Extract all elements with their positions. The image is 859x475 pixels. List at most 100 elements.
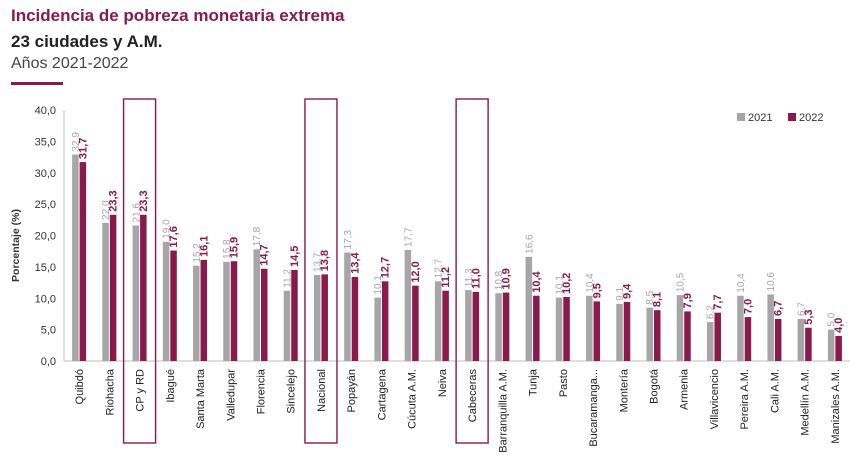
x-tick-label: Riohacha [104,368,116,415]
bar-2022 [261,268,268,361]
data-label-2021: 12,7 [434,258,445,278]
data-label-2021: 6,7 [796,302,807,316]
data-label-2022: 6,7 [773,301,785,316]
data-label-2021: 21,6 [131,203,142,223]
highlight-box [122,98,157,444]
data-label-2021: 5,0 [827,312,838,326]
bar-2021 [676,295,684,361]
bar-2022 [230,261,238,361]
bar-2021 [193,265,200,361]
bar-2021 [404,249,412,361]
data-label-2021: 15,2 [192,243,203,263]
x-tick-label: Ibagué [165,369,177,403]
bar-2022 [321,274,328,361]
x-tick-label: Florencia [256,368,268,414]
data-label-2022: 9,4 [622,283,634,299]
chart-subtitle: 23 ciudades y A.M. [11,32,163,51]
data-label-2022: 16,1 [198,236,210,257]
data-label-2022: 5,3 [803,309,815,324]
data-label-2022: 13,8 [319,250,331,271]
bar-2021 [102,222,109,361]
x-tick-label: Cali A.M. [769,369,781,413]
legend-label-2021: 2021 [748,112,772,124]
y-tick-label: 10,0 [35,293,56,305]
y-tick-label: 25,0 [35,199,56,211]
x-tick-label: Medellín A.M. [800,369,812,436]
bar-2021 [434,281,442,361]
data-label-2022: 12,0 [410,261,422,282]
bar-2021 [646,307,653,361]
legend-swatch-2022 [788,113,796,121]
x-tick-label: Villavicencio [709,369,721,429]
y-tick-label: 0,0 [41,356,56,368]
data-label-2021: 17,8 [252,226,263,246]
x-tick-label: Sincelejo [286,369,298,414]
y-tick-label: 15,0 [35,262,56,274]
data-label-2022: 10,4 [531,270,543,292]
data-label-2022: 10,2 [561,273,573,294]
bar-2022 [140,214,147,361]
x-tick-label: Cabeceras [467,369,479,423]
data-label-2022: 23,3 [108,190,120,211]
data-label-2022: 8,1 [652,292,664,307]
legend-swatch-2021 [737,113,745,121]
x-tick-label: Pereira A.M. [739,369,751,430]
x-tick-label: Quibdó [74,369,86,404]
bar-2022 [351,276,359,361]
bar-2022 [381,281,389,361]
bar-2021 [344,252,351,361]
bar-2021 [586,295,593,361]
bar-2022 [291,270,298,361]
y-axis-label: Porcentaje (%) [10,209,22,282]
bar-2022 [200,259,208,361]
data-label-2022: 9,5 [591,283,603,298]
data-label-2022: 23,3 [138,190,150,211]
data-label-2022: 7,9 [682,293,694,308]
x-tick-label: Nacional [316,369,328,412]
bar-2021 [253,249,260,361]
bar-2021 [132,225,140,361]
data-label-2021: 16,6 [524,234,535,254]
bar-2021 [223,261,230,361]
bar-2021 [72,154,79,361]
y-tick-label: 35,0 [35,136,56,148]
y-tick-label: 30,0 [35,168,56,180]
bar-2021 [313,275,321,361]
data-label-2021: 10,4 [736,273,747,293]
bar-2021 [525,256,533,361]
bar-2021 [767,294,774,361]
data-label-2022: 7,7 [712,294,724,309]
highlight-box [455,98,489,444]
data-label-2021: 10,1 [555,275,566,295]
data-label-2022: 7,0 [742,299,754,314]
data-label-2022: 15,9 [229,237,241,258]
chart-years: Años 2021-2022 [11,55,129,72]
bar-2022 [774,318,782,361]
data-label-2022: 17,6 [168,226,180,247]
data-label-2022: 11,0 [470,268,482,289]
bar-2022 [684,311,691,361]
x-tick-label: Valledupar [225,369,237,421]
bar-2022 [79,162,87,361]
x-tick-label: Bucaramanga... [588,369,600,447]
data-label-2021: 10,6 [766,272,777,292]
legend-label-2022: 2022 [799,112,823,124]
data-label-2022: 14,5 [289,246,301,267]
y-tick-label: 40,0 [35,105,56,117]
bar-2022 [593,301,601,361]
data-label-2021: 13,7 [313,252,324,272]
data-label-2022: 4,0 [833,318,845,333]
x-tick-label: Cartagena [376,368,388,420]
bar-2021 [737,295,744,361]
data-label-2022: 12,7 [380,257,392,278]
data-label-2021: 6,2 [706,305,717,319]
data-label-2021: 19,0 [162,219,173,239]
bar-2022 [412,285,419,361]
x-tick-label: Bogotá [649,368,661,404]
bar-2022 [805,327,812,361]
data-label-2022: 10,9 [501,268,513,289]
data-label-2022: 14,7 [259,244,271,265]
data-label-2021: 10,4 [585,273,596,293]
data-label-2022: 31,7 [77,138,89,159]
